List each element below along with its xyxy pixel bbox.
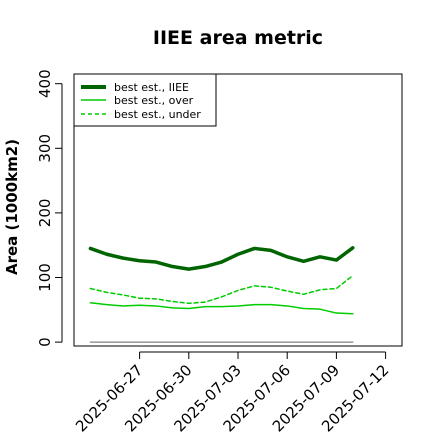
y-tick-label: 200 <box>36 199 54 228</box>
y-axis-label: Area (1000km2) <box>3 139 21 275</box>
y-axis: 0 100 200 300 400 <box>36 69 63 347</box>
plot-frame <box>73 73 403 347</box>
x-axis: 2025-06-272025-06-302025-07-032025-07-06… <box>72 351 392 435</box>
legend-label-under: best est., under <box>114 108 201 121</box>
y-tick-label: 400 <box>36 69 54 98</box>
series-line-best-est-over <box>89 301 354 315</box>
series-layer <box>88 246 355 343</box>
chart-title: IIEE area metric <box>153 27 323 49</box>
legend: best est., IIEE best est., over best est… <box>73 73 217 127</box>
y-tick-label: 0 <box>36 337 54 347</box>
legend-label-over: best est., over <box>114 94 194 107</box>
legend-label-iiee: best est., IIEE <box>114 81 189 94</box>
y-tick-label: 300 <box>36 134 54 163</box>
series-line-best-est-under <box>89 274 354 305</box>
series-line-best-est-iiee <box>88 246 355 271</box>
y-tick-label: 100 <box>36 263 54 292</box>
